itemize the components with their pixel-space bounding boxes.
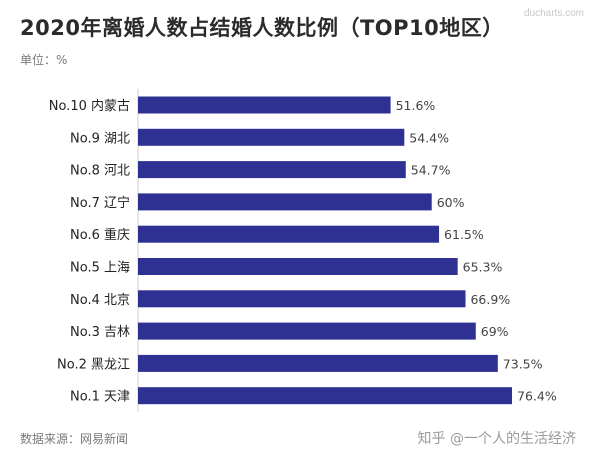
value-label: 69% [481,324,509,339]
category-label: No.3 吉林 [70,325,130,340]
value-label: 73.5% [503,356,543,371]
bar [138,96,391,114]
bar [138,258,458,275]
bar [138,290,466,308]
bar [138,387,512,405]
value-label: 61.5% [444,227,484,242]
bar [138,354,498,372]
credit-watermark: 知乎 @一个人的生活经济 [417,431,576,447]
source-label: 数据来源：网易新闻 [20,432,129,446]
category-label: No.7 辽宁 [70,195,130,211]
value-label: 54.7% [411,163,451,178]
value-label: 66.9% [470,292,510,307]
category-label: No.6 重庆 [70,227,130,243]
value-label: 65.3% [463,260,503,275]
bar [138,161,406,179]
bar [138,322,476,340]
category-label: No.8 河北 [70,164,130,179]
category-label: No.5 上海 [70,261,130,276]
category-label: No.10 内蒙古 [49,98,130,114]
value-label: 76.4% [517,389,557,404]
chart-title: 2020年离婚人数占结婚人数比例（TOP10地区） [20,16,504,40]
value-label: 54.4% [409,130,449,145]
bar [138,193,432,211]
bar [138,128,405,146]
unit-label: 单位：% [20,53,68,67]
watermark-top: ducharts.com [523,8,584,19]
category-label: No.9 湖北 [70,131,130,146]
value-label: 60% [437,195,465,210]
bar [138,225,440,243]
value-label: 51.6% [396,98,436,113]
category-label: No.2 黑龙江 [57,357,130,372]
category-label: No.1 天津 [70,390,130,405]
category-label: No.4 北京 [70,293,130,308]
